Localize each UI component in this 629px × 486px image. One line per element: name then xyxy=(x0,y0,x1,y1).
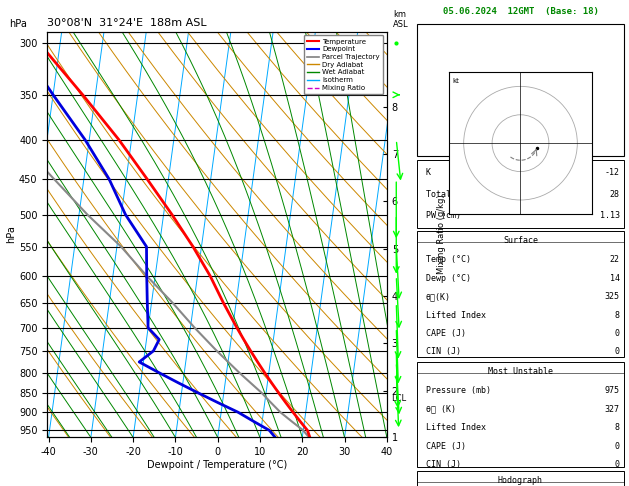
Text: PW (cm): PW (cm) xyxy=(426,211,460,221)
Bar xyxy=(417,362,624,467)
Text: 1.13: 1.13 xyxy=(599,211,620,221)
Text: kt: kt xyxy=(452,78,459,84)
Text: hPa: hPa xyxy=(9,19,27,29)
Text: LCL: LCL xyxy=(391,394,406,403)
Text: Totals Totals: Totals Totals xyxy=(426,190,491,199)
Text: Lifted Index: Lifted Index xyxy=(426,311,486,320)
Text: θᴇ(K): θᴇ(K) xyxy=(426,292,450,301)
Text: 327: 327 xyxy=(604,405,620,414)
Text: Most Unstable: Most Unstable xyxy=(488,367,553,376)
Text: 0: 0 xyxy=(615,329,620,338)
Text: K: K xyxy=(426,168,431,177)
Text: 8: 8 xyxy=(615,311,620,320)
Text: 8: 8 xyxy=(615,423,620,433)
Text: Dewp (°C): Dewp (°C) xyxy=(426,274,470,283)
Text: CIN (J): CIN (J) xyxy=(426,460,460,469)
Y-axis label: Mixing Ratio (g/kg): Mixing Ratio (g/kg) xyxy=(437,195,446,274)
Text: 05.06.2024  12GMT  (Base: 18): 05.06.2024 12GMT (Base: 18) xyxy=(443,7,598,17)
Text: 0: 0 xyxy=(615,460,620,469)
Text: CAPE (J): CAPE (J) xyxy=(426,442,465,451)
Text: Surface: Surface xyxy=(503,236,538,245)
X-axis label: Dewpoint / Temperature (°C): Dewpoint / Temperature (°C) xyxy=(147,460,287,470)
Text: CIN (J): CIN (J) xyxy=(426,347,460,357)
Text: 28: 28 xyxy=(610,190,620,199)
Y-axis label: hPa: hPa xyxy=(6,226,16,243)
Text: Pressure (mb): Pressure (mb) xyxy=(426,386,491,396)
Text: 0: 0 xyxy=(615,442,620,451)
Text: 22: 22 xyxy=(610,255,620,264)
Text: -12: -12 xyxy=(604,168,620,177)
Text: Temp (°C): Temp (°C) xyxy=(426,255,470,264)
Text: 975: 975 xyxy=(604,386,620,396)
Text: 0: 0 xyxy=(615,347,620,357)
Bar xyxy=(417,471,624,486)
Text: 14: 14 xyxy=(610,274,620,283)
Bar xyxy=(417,24,624,156)
Legend: Temperature, Dewpoint, Parcel Trajectory, Dry Adiabat, Wet Adiabat, Isotherm, Mi: Temperature, Dewpoint, Parcel Trajectory… xyxy=(304,35,383,94)
Text: km
ASL: km ASL xyxy=(393,11,409,29)
Text: θᴇ (K): θᴇ (K) xyxy=(426,405,455,414)
Bar xyxy=(417,160,624,228)
Text: 30°08'N  31°24'E  188m ASL: 30°08'N 31°24'E 188m ASL xyxy=(47,18,207,28)
Text: Hodograph: Hodograph xyxy=(498,476,543,486)
Bar xyxy=(417,231,624,357)
Text: 325: 325 xyxy=(604,292,620,301)
Text: Lifted Index: Lifted Index xyxy=(426,423,486,433)
Text: CAPE (J): CAPE (J) xyxy=(426,329,465,338)
